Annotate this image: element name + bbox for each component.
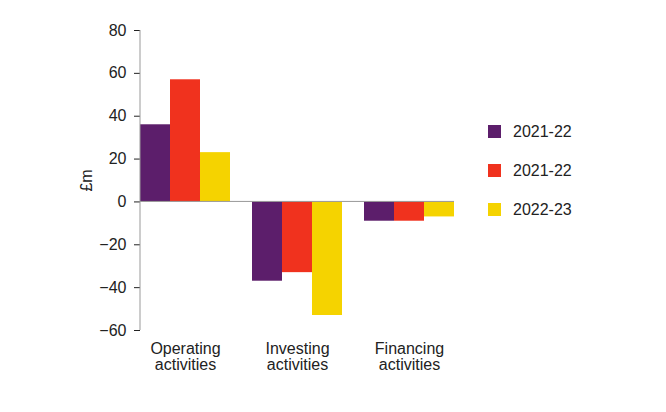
svg-text:−60: −60 (99, 322, 126, 339)
svg-text:80: 80 (109, 22, 127, 39)
svg-text:−20: −20 (99, 236, 126, 253)
svg-text:0: 0 (118, 193, 127, 210)
svg-text:Financingactivities: Financingactivities (375, 340, 444, 373)
svg-text:20: 20 (109, 150, 127, 167)
svg-text:40: 40 (109, 107, 127, 124)
svg-text:−40: −40 (99, 279, 126, 296)
svg-text:Investingactivities: Investingactivities (265, 340, 329, 373)
svg-text:£m: £m (78, 169, 95, 191)
html-text:2021-22: 2021-22 (513, 122, 572, 140)
html-text:2022-23: 2022-23 (513, 200, 572, 218)
svg-text:Operatingactivities: Operatingactivities (150, 340, 220, 373)
html-text:2021-22: 2021-22 (513, 161, 572, 179)
svg-text:60: 60 (109, 64, 127, 81)
